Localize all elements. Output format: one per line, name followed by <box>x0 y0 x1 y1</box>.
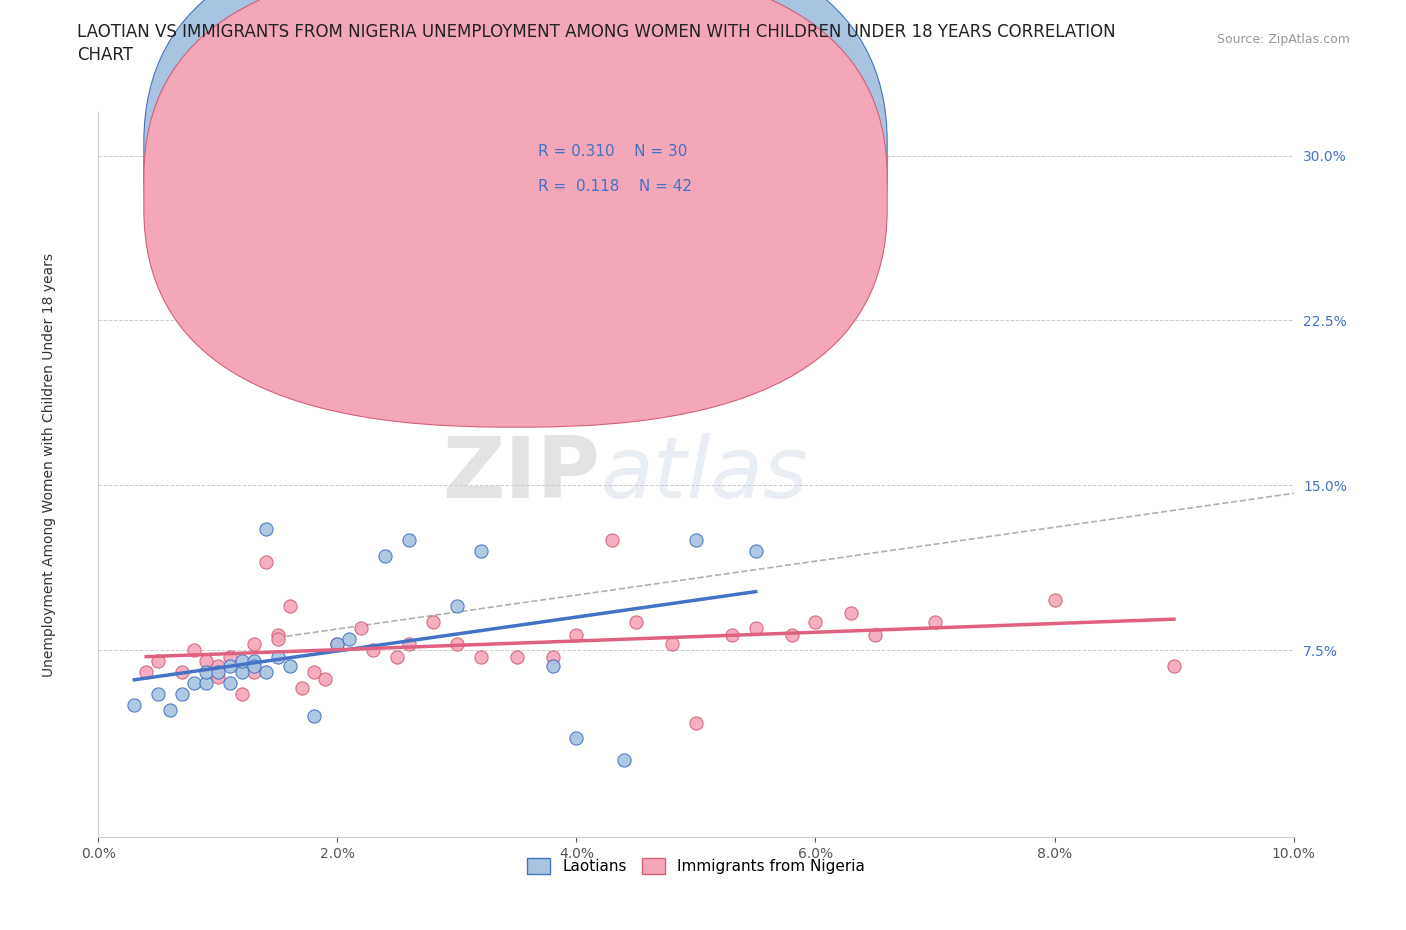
Point <box>339 631 361 646</box>
Point <box>183 643 205 658</box>
Point <box>243 665 266 680</box>
FancyBboxPatch shape <box>143 0 887 392</box>
Point <box>841 605 863 620</box>
Point <box>626 614 648 629</box>
Point <box>506 649 529 664</box>
Point <box>865 628 887 643</box>
Point <box>135 665 157 680</box>
Point <box>267 628 290 643</box>
Point <box>207 658 229 673</box>
Point <box>685 715 707 730</box>
Point <box>172 665 194 680</box>
Point <box>565 628 588 643</box>
Point <box>243 658 266 673</box>
Point <box>243 636 266 651</box>
Point <box>924 614 946 629</box>
Point <box>363 643 385 658</box>
Point <box>302 709 325 724</box>
Point <box>661 636 683 651</box>
Point <box>326 636 349 651</box>
Point <box>231 665 253 680</box>
Point <box>602 533 624 548</box>
Point <box>745 620 768 635</box>
Point <box>254 665 277 680</box>
FancyBboxPatch shape <box>481 126 792 224</box>
Text: CHART: CHART <box>77 46 134 63</box>
Legend: Laotians, Immigrants from Nigeria: Laotians, Immigrants from Nigeria <box>520 852 872 880</box>
Point <box>315 671 337 686</box>
Point <box>470 544 492 559</box>
Text: R = 0.310    N = 30: R = 0.310 N = 30 <box>538 144 688 159</box>
Point <box>326 636 349 651</box>
Point <box>195 654 218 669</box>
Point <box>159 702 181 717</box>
Point <box>541 658 564 673</box>
Point <box>541 649 564 664</box>
Point <box>254 522 277 537</box>
Point <box>231 654 253 669</box>
Text: R =  0.118    N = 42: R = 0.118 N = 42 <box>538 179 692 194</box>
Point <box>398 533 420 548</box>
Text: LAOTIAN VS IMMIGRANTS FROM NIGERIA UNEMPLOYMENT AMONG WOMEN WITH CHILDREN UNDER : LAOTIAN VS IMMIGRANTS FROM NIGERIA UNEMP… <box>77 23 1116 41</box>
Point <box>780 628 803 643</box>
Point <box>613 752 636 767</box>
Point <box>350 620 373 635</box>
Point <box>398 636 420 651</box>
Point <box>302 665 325 680</box>
Point <box>1163 658 1185 673</box>
Point <box>446 636 468 651</box>
Point <box>422 614 444 629</box>
Point <box>804 614 827 629</box>
FancyBboxPatch shape <box>143 0 887 427</box>
Point <box>374 548 396 563</box>
Point <box>243 654 266 669</box>
Point <box>278 658 301 673</box>
Text: Source: ZipAtlas.com: Source: ZipAtlas.com <box>1216 33 1350 46</box>
Point <box>267 631 290 646</box>
Point <box>745 544 768 559</box>
Point <box>565 731 588 746</box>
Point <box>470 649 492 664</box>
Point <box>721 628 744 643</box>
Point <box>148 654 170 669</box>
Point <box>291 680 314 695</box>
Point <box>446 599 468 614</box>
Point <box>219 658 242 673</box>
Point <box>195 665 218 680</box>
Point <box>385 649 409 664</box>
Point <box>172 686 194 701</box>
Point <box>219 676 242 691</box>
Point <box>231 686 253 701</box>
Point <box>183 676 205 691</box>
Point <box>195 676 218 691</box>
Point <box>148 686 170 701</box>
Point <box>278 599 301 614</box>
Point <box>124 698 146 712</box>
Point <box>685 533 707 548</box>
Point <box>254 555 277 570</box>
Point <box>207 665 229 680</box>
Text: atlas: atlas <box>600 432 808 516</box>
Text: Unemployment Among Women with Children Under 18 years: Unemployment Among Women with Children U… <box>42 253 56 677</box>
Text: ZIP: ZIP <box>443 432 600 516</box>
Point <box>219 649 242 664</box>
Point <box>207 669 229 684</box>
Point <box>1043 592 1066 607</box>
Point <box>267 649 290 664</box>
